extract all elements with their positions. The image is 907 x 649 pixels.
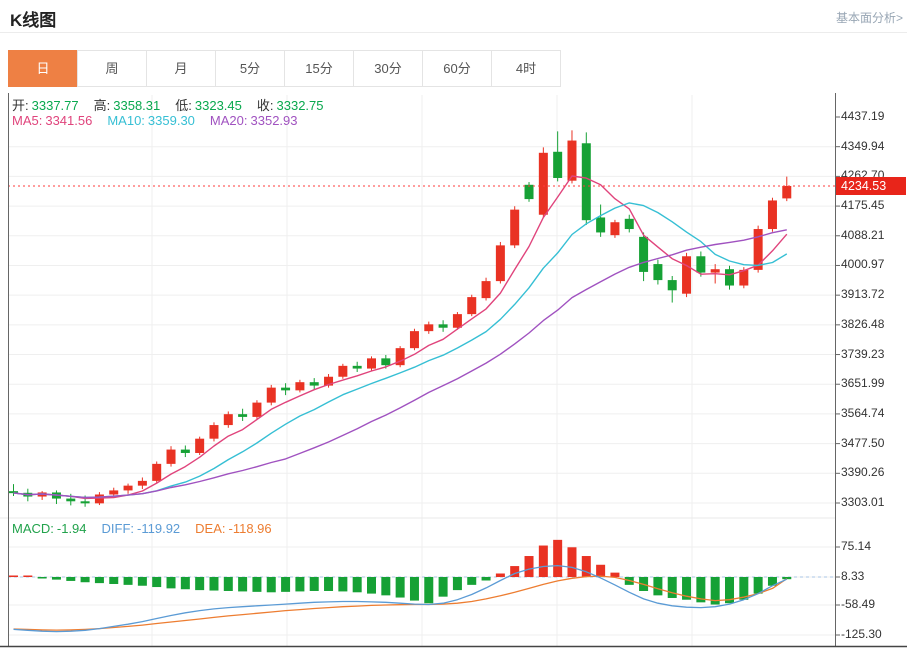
tab-period-6[interactable]: 60分 (422, 50, 492, 87)
tab-period-7[interactable]: 4时 (491, 50, 561, 87)
header-divider (0, 32, 907, 33)
info-label: 收: (256, 98, 274, 113)
tab-period-5[interactable]: 30分 (353, 50, 423, 87)
info-value: 3358.31 (113, 98, 161, 113)
info-value: 3341.56 (45, 113, 93, 128)
tab-period-2[interactable]: 月 (146, 50, 216, 87)
info-label: MA10: (107, 113, 145, 128)
info-value: -1.94 (56, 521, 87, 536)
info-label: MACD: (12, 521, 54, 536)
price-tick-label: 3739.23 (841, 346, 885, 361)
fundamental-analysis-link[interactable]: 基本面分析> (835, 11, 903, 25)
info-label: DEA: (195, 521, 226, 536)
info-value: 3337.77 (31, 98, 79, 113)
price-tick-label: 4088.21 (841, 227, 885, 242)
price-tick-label: 3826.48 (841, 316, 885, 331)
price-tick-label: 3651.99 (841, 376, 885, 391)
tab-period-3[interactable]: 5分 (215, 50, 285, 87)
price-tick-label: 3390.26 (841, 465, 885, 480)
info-label: DIFF: (101, 521, 135, 536)
info-label: MA20: (209, 113, 248, 128)
info-value: 3323.45 (194, 98, 242, 113)
price-tick-label: 3564.74 (841, 405, 885, 420)
macd-tick-label: -58.49 (841, 597, 876, 611)
info-label: 高: (93, 98, 111, 113)
macd-tick-label: 75.14 (841, 539, 872, 553)
info-label: MA5: (12, 113, 43, 128)
ma-info-row: MA5: 3341.56 MA10: 3359.30 MA20: 3352.93 (12, 113, 309, 128)
page-title: K线图 (10, 11, 57, 30)
macd-tick-label: -125.30 (841, 627, 882, 641)
info-value: -119.92 (137, 521, 181, 536)
price-tick-label: 3477.50 (841, 435, 885, 450)
price-tick-label: 3303.01 (841, 495, 885, 509)
macd-tick-label: 8.33 (841, 569, 865, 583)
price-tick-label: 4349.94 (841, 138, 885, 153)
price-tick-label: 4437.19 (841, 109, 885, 123)
info-value: -118.96 (228, 521, 272, 536)
ohlc-info-row: 开: 3337.77 高: 3358.31 低: 3323.45 收: 3332.75 (12, 95, 335, 114)
info-label: 低: (175, 98, 192, 113)
info-value: 3359.30 (147, 113, 195, 128)
tab-period-0[interactable]: 日 (8, 50, 78, 87)
info-value: 3332.75 (276, 98, 324, 113)
period-tab-bar: 日周月 5分 15分 30分 60分 4时 (8, 50, 561, 87)
current-price-badge: 4234.53 (836, 177, 906, 195)
info-label: 开: (12, 98, 29, 113)
info-value: 3352.93 (250, 113, 298, 128)
macd-info-row: MACD: -1.94 DIFF: -119.92 DEA: -118.96 (12, 521, 283, 536)
tab-period-4[interactable]: 15分 (284, 50, 354, 87)
price-tick-label: 4000.97 (841, 257, 885, 272)
tab-period-1[interactable]: 周 (77, 50, 147, 87)
price-tick-label: 4175.45 (841, 198, 885, 213)
price-tick-label: 3913.72 (841, 287, 885, 302)
